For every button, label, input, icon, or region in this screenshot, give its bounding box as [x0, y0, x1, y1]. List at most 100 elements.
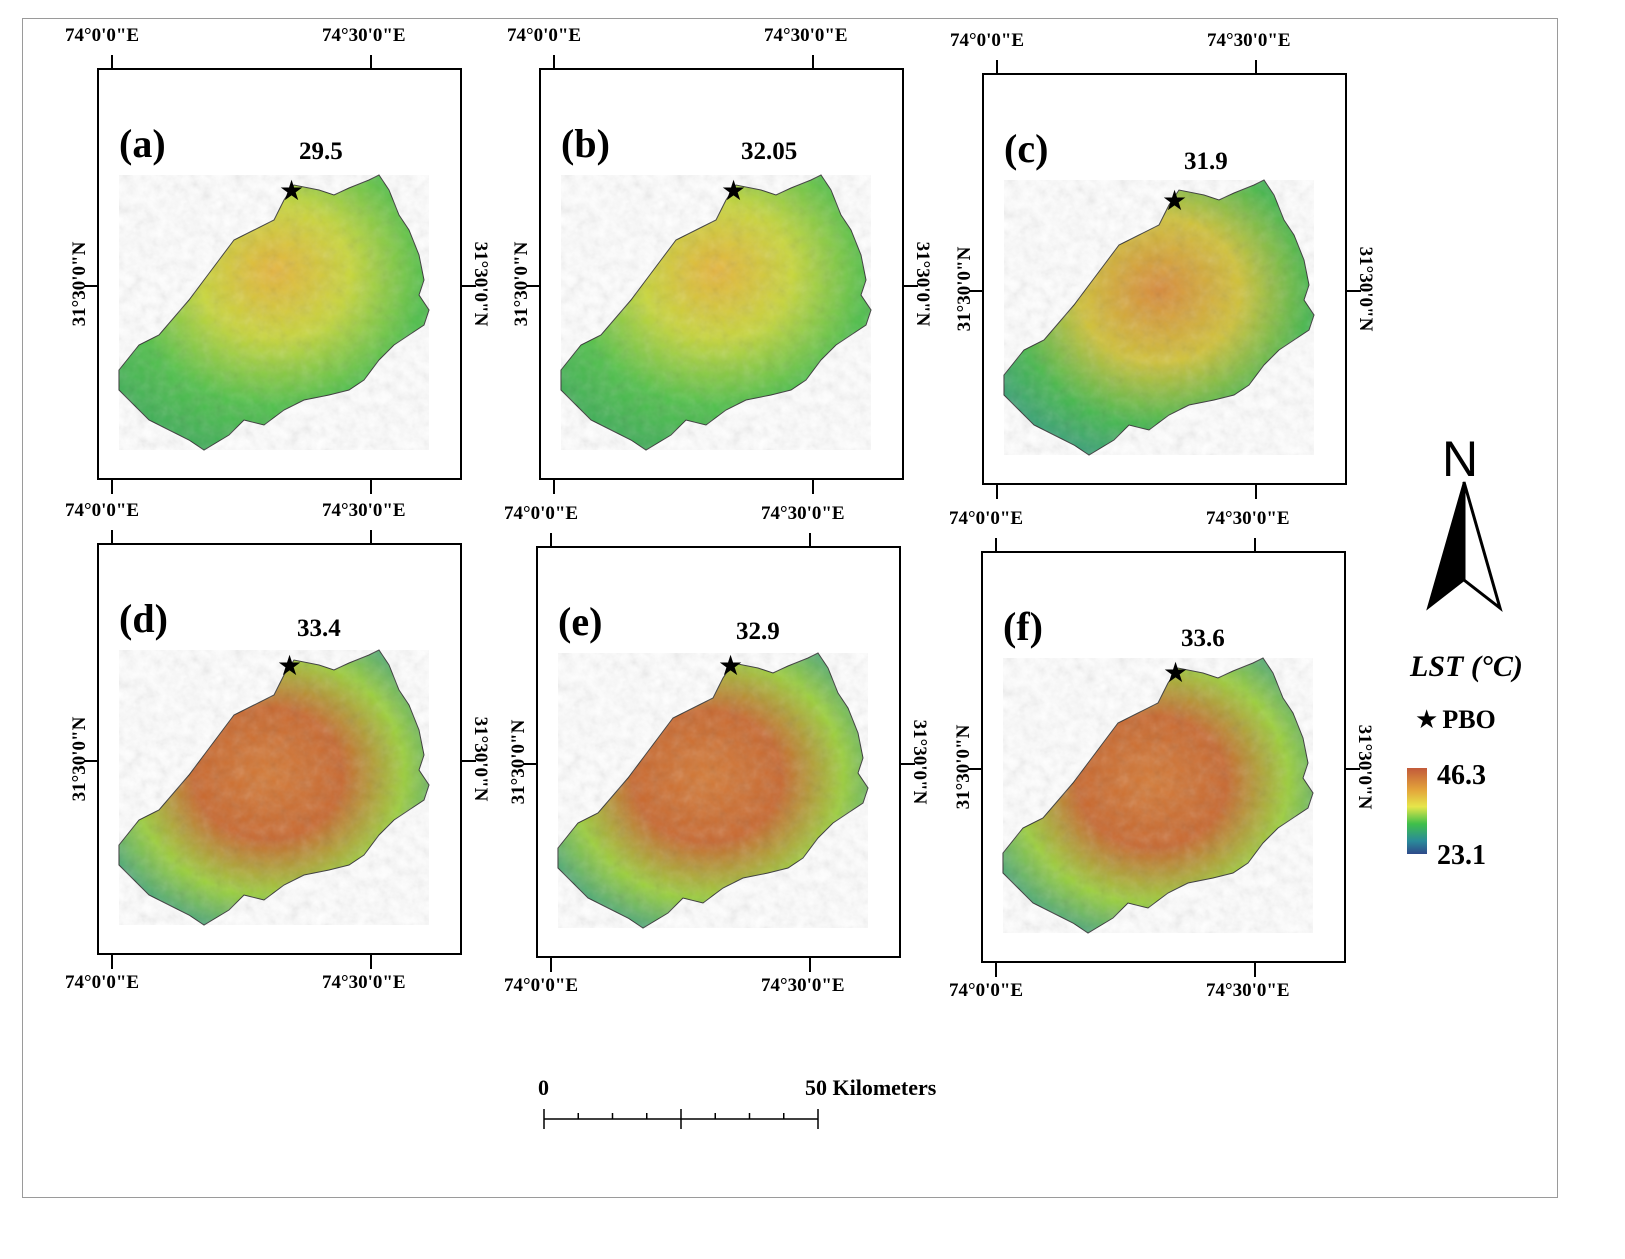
- tick: [370, 55, 372, 69]
- lon-label-bottom-left: 74°0'0"E: [65, 972, 140, 993]
- lst-raster: [1002, 657, 1314, 934]
- lst-raster: [557, 652, 869, 929]
- star-icon: ★: [1163, 658, 1189, 689]
- tick: [969, 290, 983, 292]
- lon-label-bottom-right: 74°30'0"E: [1206, 980, 1290, 1001]
- lon-label-top-right: 74°30'0"E: [1206, 508, 1290, 529]
- north-arrow-icon: [1426, 481, 1503, 613]
- legend: LST (°C) ★ PBO 46.3 23.1: [1405, 650, 1565, 890]
- panel-label: (d): [119, 596, 168, 641]
- pbo-value: 29.5: [299, 138, 343, 165]
- lat-label-left: 31°30'0"N: [511, 241, 532, 327]
- tick: [1347, 290, 1361, 292]
- lon-label-top-left: 74°0'0"E: [65, 25, 140, 46]
- tick: [904, 285, 918, 287]
- lat-label-right: 31°30'0"N: [1355, 246, 1376, 332]
- legend-min: 23.1: [1437, 840, 1486, 871]
- tick: [995, 538, 997, 552]
- lat-label-left: 31°30'0"N: [954, 246, 975, 332]
- legend-title: LST (°C): [1410, 650, 1523, 683]
- scale-ruler: [543, 1109, 819, 1129]
- map-panel: 74°0'0"E 74°30'0"E (e) ★ 32.9 31°30'0"N …: [504, 493, 930, 1003]
- tick: [370, 480, 372, 494]
- lon-label-top-left: 74°0'0"E: [949, 508, 1024, 529]
- lat-label-right: 31°30'0"N: [912, 241, 933, 327]
- map-frame: (a) ★ 29.5: [97, 68, 462, 480]
- panel-label: (a): [119, 121, 166, 166]
- lon-label-top-left: 74°0'0"E: [65, 500, 140, 521]
- tick: [462, 285, 476, 287]
- tick: [370, 955, 372, 969]
- lon-label-top-left: 74°0'0"E: [504, 503, 579, 524]
- tick: [1254, 538, 1256, 552]
- panel-label: (b): [561, 121, 610, 166]
- pbo-value: 33.4: [297, 615, 341, 642]
- map-frame: (b) ★ 32.05: [539, 68, 904, 480]
- legend-marker-label: PBO: [1442, 705, 1496, 734]
- lat-label-left: 31°30'0"N: [69, 241, 90, 327]
- map-panel: 74°0'0"E 74°30'0"E (c) ★ 31.9 31°30'0"N …: [950, 20, 1376, 530]
- lon-label-bottom-left: 74°0'0"E: [504, 975, 579, 996]
- map-frame: (d) ★ 33.4: [97, 543, 462, 955]
- lat-label-right: 31°30'0"N: [470, 241, 491, 327]
- tick: [901, 763, 915, 765]
- tick: [809, 533, 811, 547]
- lon-label-bottom-right: 74°30'0"E: [322, 972, 406, 993]
- tick: [370, 530, 372, 544]
- map-panel: 74°0'0"E 74°30'0"E (f) ★ 33.6 31°30'0"N …: [949, 498, 1375, 1008]
- lat-label-right: 31°30'0"N: [470, 716, 491, 802]
- tick: [996, 485, 998, 499]
- star-icon: ★: [277, 651, 303, 682]
- star-icon: ★: [718, 651, 744, 682]
- map-frame: (e) ★ 32.9: [536, 546, 901, 958]
- pbo-value: 32.05: [741, 138, 798, 165]
- tick: [553, 55, 555, 69]
- star-icon: ★: [279, 176, 305, 207]
- lon-label-bottom-left: 74°0'0"E: [949, 980, 1024, 1001]
- tick: [812, 480, 814, 494]
- panel-label: (f): [1003, 604, 1043, 649]
- scale-end: 50 Kilometers: [805, 1075, 937, 1100]
- tick: [84, 285, 98, 287]
- lat-label-right: 31°30'0"N: [1354, 724, 1375, 810]
- map-panel: 74°0'0"E 74°30'0"E (a) ★ 29.5 31°30'0"N …: [65, 15, 491, 525]
- legend-color-ramp: [1407, 768, 1427, 854]
- lat-label-left: 31°30'0"N: [953, 724, 974, 810]
- tick: [523, 763, 537, 765]
- north-arrow: N: [1420, 430, 1530, 620]
- map-frame: (f) ★ 33.6: [981, 551, 1346, 963]
- tick: [553, 480, 555, 494]
- figure-frame: [22, 18, 1558, 1198]
- lon-label-top-right: 74°30'0"E: [764, 25, 848, 46]
- star-icon: ★: [1162, 186, 1188, 217]
- map-frame: (c) ★ 31.9: [982, 73, 1347, 485]
- tick: [111, 530, 113, 544]
- tick: [550, 958, 552, 972]
- lon-label-top-right: 74°30'0"E: [761, 503, 845, 524]
- star-icon: ★: [721, 176, 747, 207]
- tick: [995, 963, 997, 977]
- map-panel: 74°0'0"E 74°30'0"E (d) ★ 33.4 31°30'0"N …: [65, 490, 491, 1000]
- tick: [111, 955, 113, 969]
- lon-label-top-right: 74°30'0"E: [322, 500, 406, 521]
- lon-label-top-left: 74°0'0"E: [507, 25, 582, 46]
- tick: [1255, 60, 1257, 74]
- tick: [1346, 768, 1360, 770]
- lat-label-left: 31°30'0"N: [508, 719, 529, 805]
- lon-label-bottom-right: 74°30'0"E: [761, 975, 845, 996]
- lon-label-top-left: 74°0'0"E: [950, 30, 1025, 51]
- tick: [1254, 963, 1256, 977]
- pbo-value: 32.9: [736, 618, 780, 645]
- pbo-value: 33.6: [1181, 625, 1225, 652]
- scale-bar: 0 50 Kilometers: [538, 1075, 990, 1145]
- panel-label: (c): [1004, 126, 1049, 171]
- tick: [111, 480, 113, 494]
- panel-label: (e): [558, 599, 603, 644]
- legend-marker: ★ PBO: [1415, 705, 1496, 735]
- lon-label-top-right: 74°30'0"E: [1207, 30, 1291, 51]
- tick: [526, 285, 540, 287]
- map-panel: 74°0'0"E 74°30'0"E (b) ★ 32.05 31°30'0"N…: [507, 15, 933, 525]
- scale-start: 0: [538, 1075, 549, 1100]
- lat-label-left: 31°30'0"N: [69, 716, 90, 802]
- tick: [462, 760, 476, 762]
